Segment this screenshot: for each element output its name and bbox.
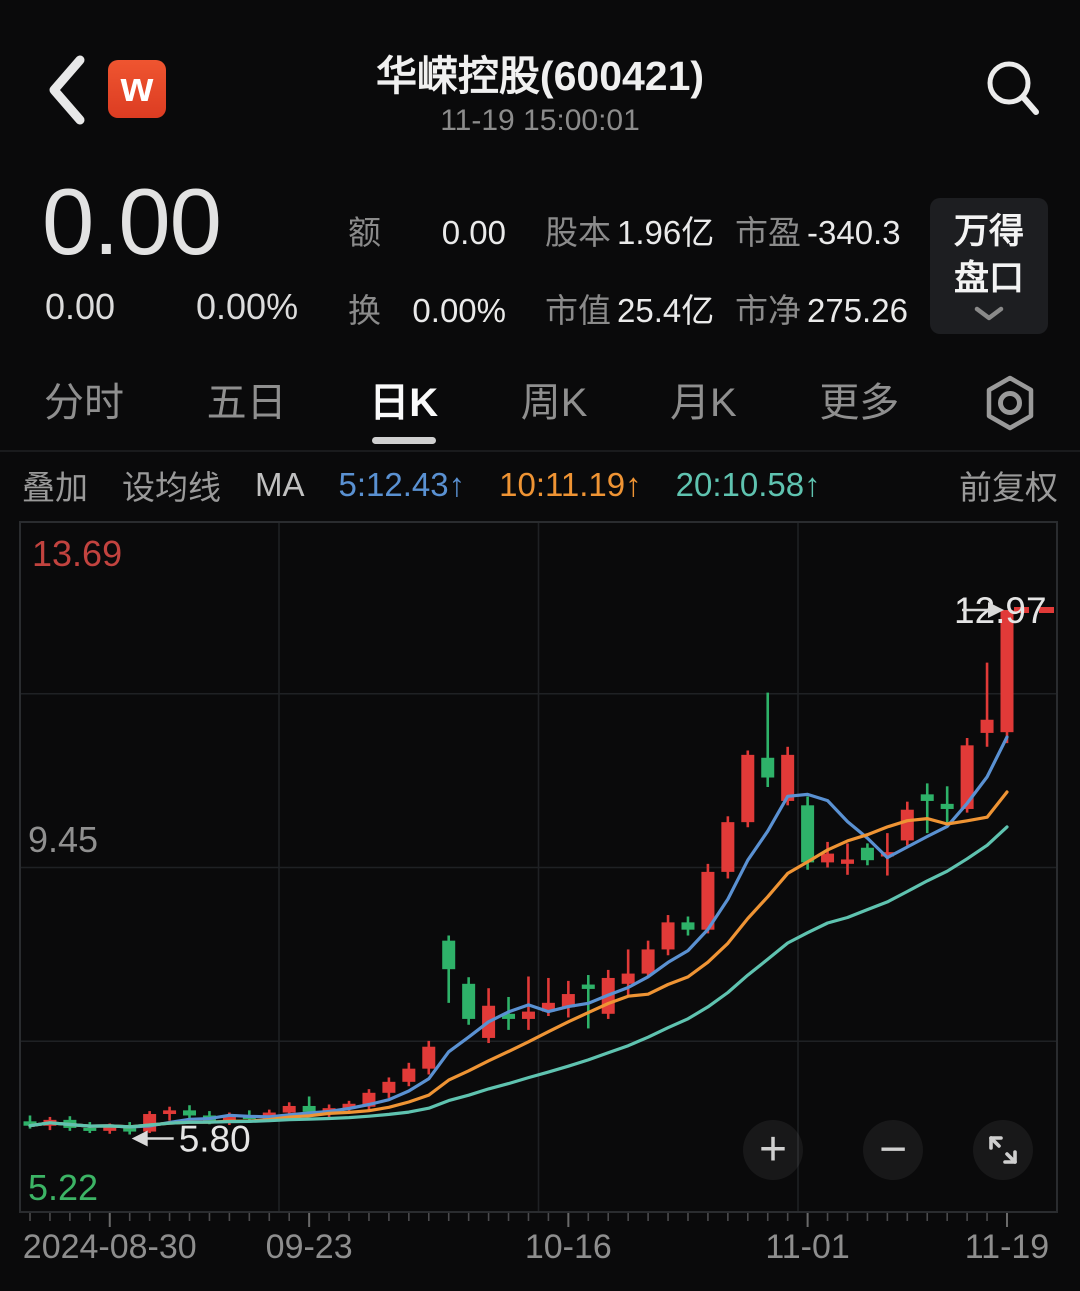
chevron-left-icon bbox=[49, 55, 85, 125]
period-tab-bar: 分时 五日 日K 周K 月K 更多 bbox=[0, 358, 1080, 452]
tab-minute[interactable]: 分时 bbox=[44, 381, 124, 425]
tab-monthly-k[interactable]: 月K bbox=[670, 381, 737, 425]
share-capital-value: 1.96亿 bbox=[617, 214, 715, 251]
svg-text:2024-08-30: 2024-08-30 bbox=[23, 1228, 197, 1266]
turnover-label: 换 bbox=[348, 292, 381, 329]
ma-label: MA bbox=[255, 466, 305, 503]
overlay-button[interactable]: 叠加 bbox=[22, 469, 88, 506]
search-button[interactable] bbox=[982, 56, 1042, 120]
price-change-pct: 0.00% bbox=[196, 286, 299, 327]
quote-col-amount: 额 0.00 换 0.00% bbox=[348, 206, 506, 330]
market-cap-value: 25.4亿 bbox=[617, 292, 715, 329]
amount-label: 额 bbox=[348, 214, 381, 251]
share-capital-label: 股本 bbox=[545, 214, 611, 251]
plus-icon: + bbox=[758, 1123, 788, 1176]
tab-daily-k[interactable]: 日K bbox=[369, 370, 438, 450]
back-button[interactable] bbox=[40, 52, 96, 128]
price-change: 0.00 bbox=[45, 286, 116, 327]
wind-order-book-button[interactable]: 万得 盘口 bbox=[930, 198, 1048, 334]
search-icon bbox=[987, 61, 1039, 115]
svg-text:11-19: 11-19 bbox=[965, 1228, 1049, 1266]
last-price: 0.00 bbox=[42, 169, 222, 274]
active-tab-underline bbox=[371, 437, 436, 444]
chart-settings-button[interactable] bbox=[982, 372, 1038, 439]
svg-text:5.80: 5.80 bbox=[179, 1118, 251, 1159]
pb-label: 市净 bbox=[735, 292, 801, 329]
ma5-value: 5:12.43↑ bbox=[338, 466, 466, 503]
candlestick-chart[interactable]: 13.699.455.2212.975.802024-08-3009-2310-… bbox=[0, 520, 1080, 1291]
chevron-down-icon bbox=[974, 306, 1004, 321]
adjust-mode-button[interactable]: 前复权 bbox=[959, 469, 1058, 506]
quote-timestamp: 11-19 15:00:01 bbox=[440, 104, 640, 137]
quote-col-capital: 股本 1.96亿 市值 25.4亿 bbox=[545, 206, 714, 330]
set-ma-button[interactable]: 设均线 bbox=[122, 469, 221, 506]
svg-text:10-16: 10-16 bbox=[525, 1228, 612, 1266]
pb-value: 275.26 bbox=[807, 292, 908, 329]
zoom-out-button[interactable]: − bbox=[863, 1120, 923, 1180]
svg-text:13.69: 13.69 bbox=[32, 533, 122, 574]
amount-value: 0.00 bbox=[441, 214, 506, 251]
turnover-value: 0.00% bbox=[412, 292, 506, 329]
expand-arrows-icon bbox=[989, 1136, 1017, 1164]
pe-value: -340.3 bbox=[807, 214, 901, 251]
ma-info-bar: 叠加 设均线 MA 5:12.43↑ 10:11.19↑ 20:10.58↑ 前… bbox=[0, 452, 1080, 518]
ma20-value: 20:10.58↑ bbox=[675, 466, 821, 503]
panel-line2: 盘口 bbox=[953, 259, 1024, 298]
wind-logo-letter: w bbox=[120, 63, 154, 110]
panel-line1: 万得 bbox=[953, 212, 1024, 251]
svg-text:5.22: 5.22 bbox=[28, 1167, 98, 1208]
wind-logo: w bbox=[108, 60, 166, 118]
page-title: 华嵘控股(600421) bbox=[375, 53, 705, 99]
tab-five-day[interactable]: 五日 bbox=[206, 381, 287, 425]
quote-col-ratios: 市盈 -340.3 市净 275.26 bbox=[735, 206, 908, 330]
svg-text:9.45: 9.45 bbox=[28, 819, 98, 860]
tab-more[interactable]: 更多 bbox=[819, 381, 900, 425]
svg-text:09-23: 09-23 bbox=[266, 1228, 353, 1266]
market-cap-label: 市值 bbox=[545, 292, 611, 329]
hexagon-settings-icon bbox=[986, 375, 1034, 431]
ma10-value: 10:11.19↑ bbox=[499, 466, 642, 503]
tab-weekly-k[interactable]: 周K bbox=[520, 381, 588, 425]
minus-icon: − bbox=[878, 1123, 908, 1176]
zoom-in-button[interactable]: + bbox=[743, 1120, 803, 1180]
svg-text:11-01: 11-01 bbox=[765, 1228, 849, 1266]
pe-label: 市盈 bbox=[735, 214, 801, 251]
fullscreen-button[interactable] bbox=[973, 1120, 1033, 1180]
